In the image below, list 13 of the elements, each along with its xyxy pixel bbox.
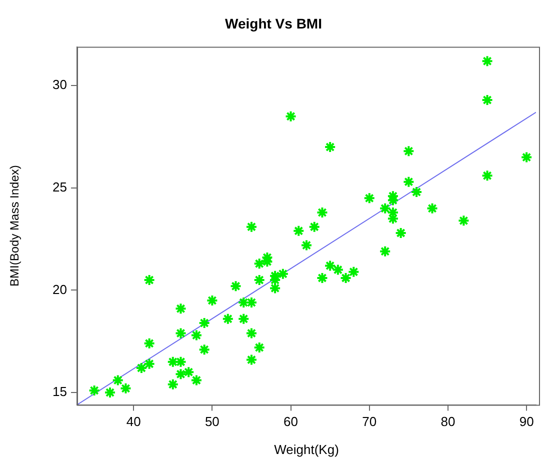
x-axis-title: Weight(Kg) <box>274 442 339 457</box>
chart-title: Weight Vs BMI <box>225 15 322 32</box>
x-tick-label: 70 <box>362 414 377 430</box>
x-tick-label: 40 <box>126 414 141 430</box>
y-tick-label: 20 <box>52 282 67 297</box>
y-axis-title: BMI(Body Mass Index) <box>8 165 22 286</box>
x-tick-label: 50 <box>204 414 220 430</box>
y-tick-label: 15 <box>52 384 67 400</box>
x-tick-label: 90 <box>519 414 534 430</box>
x-tick-label: 60 <box>284 414 298 430</box>
x-tick-label: 80 <box>440 414 456 430</box>
y-tick-label: 25 <box>52 180 67 195</box>
y-tick-label: 30 <box>52 77 67 92</box>
